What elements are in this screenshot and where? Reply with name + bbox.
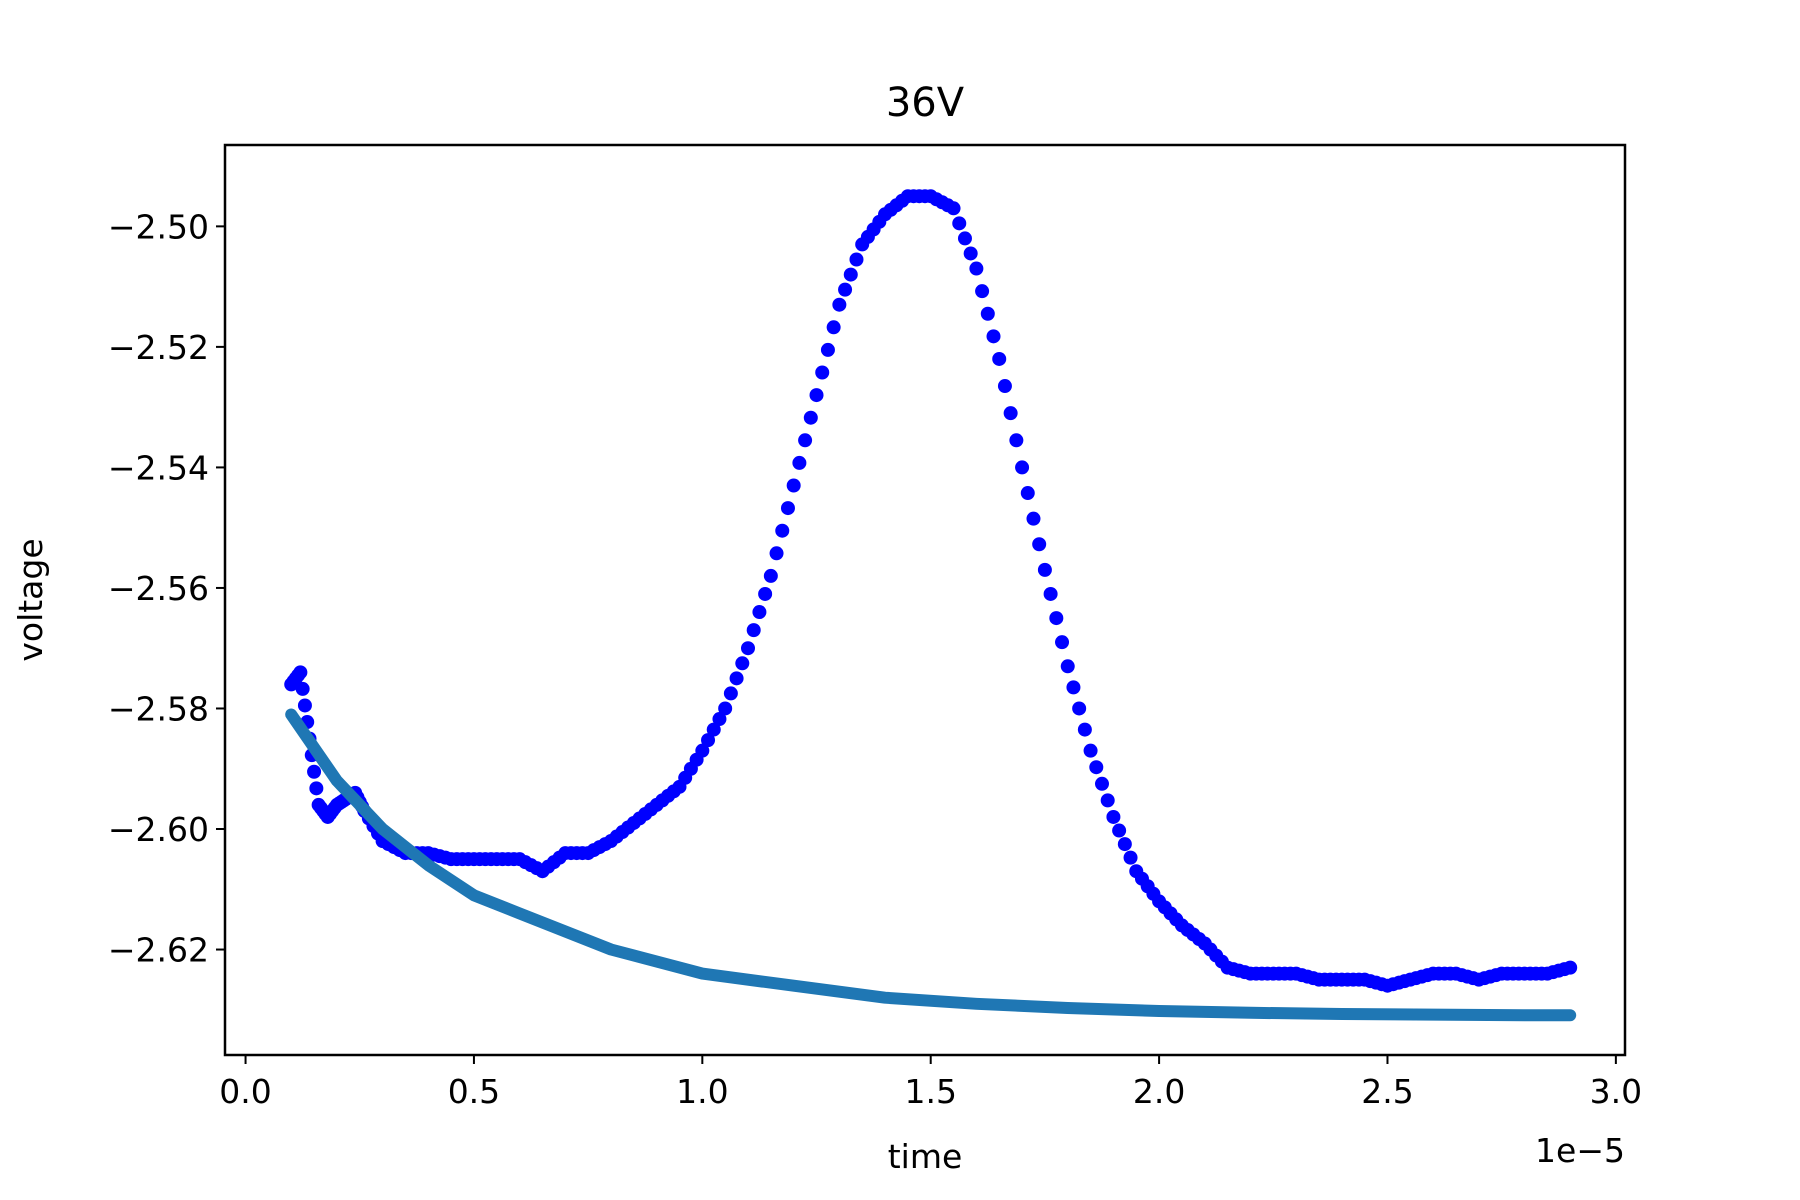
data-point-fill [849,252,864,267]
data-point-fill [701,733,716,748]
x-tick-label: 0.0 [219,1072,271,1111]
data-point [786,478,801,493]
data-point-fill [975,284,990,299]
y-tick-label: −2.58 [108,689,209,728]
data-point-fill [1043,586,1058,601]
x-tick-label: 0.5 [448,1072,500,1111]
data-point [718,701,733,716]
data-point-fill [712,712,727,727]
data-point-fill [986,329,1001,344]
x-axis-offset-label: 1e−5 [1535,1131,1625,1170]
y-axis: −2.50 −2.52 −2.54 −2.56 −2.58 −2.60 −2.62 [108,207,225,970]
x-axis-label: time [888,1137,963,1176]
data-point-fill [826,320,841,335]
data-point [946,201,961,216]
data-point-fill [1009,433,1024,448]
data-point-fill [1032,537,1047,552]
data-point-fill [1055,635,1070,650]
data-point [1060,659,1075,674]
data-point-fill [729,671,744,686]
data-point [1037,562,1052,577]
data-point [695,743,710,758]
scatter-series [284,189,1578,993]
data-point-fill [1020,486,1035,501]
y-tick-label: −2.62 [108,931,209,970]
y-tick-label: −2.50 [108,207,209,246]
data-point [741,641,756,656]
data-point-fill [792,455,807,470]
data-point [969,261,984,276]
data-point-fill [963,246,978,261]
data-point-fill [752,605,767,620]
x-tick-label: 2.5 [1361,1072,1413,1111]
data-point-fill [957,231,972,246]
data-point-fill [843,267,858,282]
data-point [809,388,824,403]
x-tick-label: 1.0 [676,1072,728,1111]
data-point-fill [1123,850,1138,865]
data-point-fill [769,546,784,561]
data-point-fill [1094,776,1109,791]
y-axis-label: voltage [11,538,50,661]
data-point-fill [803,410,818,425]
plot-frame [223,143,1627,1057]
data-point-fill [780,501,795,516]
data-point-fill [735,656,750,671]
data-point-fill [815,365,830,380]
chart-title: 36V [886,80,965,126]
data-point-fill [980,306,995,321]
data-point-fill [1072,701,1087,716]
data-point [293,665,308,680]
y-tick-label: −2.54 [108,448,209,487]
data-point-fill [1066,680,1081,695]
data-point-fill [297,698,312,713]
data-point-fill [1089,760,1104,775]
data-point-fill [798,433,813,448]
data-point-fill [1100,793,1115,808]
x-axis: 0.0 0.5 1.0 1.5 2.0 2.5 3.0 [219,1055,1642,1111]
data-point-fill [309,781,324,796]
data-point-fill [706,722,721,737]
x-tick-label: 3.0 [1590,1072,1642,1111]
data-point-fill [1077,722,1092,737]
data-point-fill [307,764,322,779]
data-point-fill [997,379,1012,394]
data-point-fill [1049,611,1064,626]
data-point-fill [758,586,773,601]
data-point [763,568,778,583]
data-point [1015,460,1030,475]
data-point-fill [1117,837,1132,852]
x-tick-label: 1.5 [904,1072,956,1111]
x-tick-label: 2.0 [1133,1072,1185,1111]
data-point [992,351,1007,366]
data-point-fill [1112,823,1127,838]
plot-marks [284,189,1578,1022]
data-point-fill [820,342,835,357]
data-point-fill [295,681,310,696]
data-point-fill [775,523,790,538]
data-point-fill [838,282,853,297]
data-point [832,297,847,312]
data-point-fill [723,686,738,701]
data-point [1083,743,1098,758]
data-point-fill [746,623,761,638]
fit-curve-line [285,708,1577,1022]
data-point-fill [1026,511,1041,526]
data-point [1563,960,1578,975]
data-point-fill [952,216,967,231]
y-tick-label: −2.56 [108,569,209,608]
y-tick-label: −2.60 [108,810,209,849]
y-tick-label: −2.52 [108,328,209,367]
data-point [1106,809,1121,824]
data-point-fill [1003,406,1018,421]
